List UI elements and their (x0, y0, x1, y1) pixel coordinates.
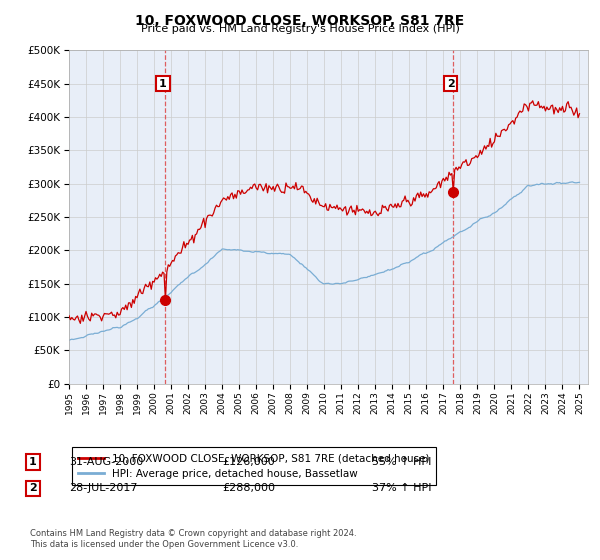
Text: 10, FOXWOOD CLOSE, WORKSOP, S81 7RE: 10, FOXWOOD CLOSE, WORKSOP, S81 7RE (136, 14, 464, 28)
Text: Price paid vs. HM Land Registry's House Price Index (HPI): Price paid vs. HM Land Registry's House … (140, 24, 460, 34)
Text: 55% ↑ HPI: 55% ↑ HPI (372, 457, 431, 467)
Text: £288,000: £288,000 (222, 483, 275, 493)
Text: 1: 1 (29, 457, 37, 467)
Text: 28-JUL-2017: 28-JUL-2017 (69, 483, 137, 493)
Text: 2: 2 (29, 483, 37, 493)
Text: 31-AUG-2000: 31-AUG-2000 (69, 457, 143, 467)
Text: Contains HM Land Registry data © Crown copyright and database right 2024.
This d: Contains HM Land Registry data © Crown c… (30, 529, 356, 549)
Text: 1: 1 (159, 79, 167, 88)
Text: £126,000: £126,000 (222, 457, 275, 467)
Text: 2: 2 (447, 79, 455, 88)
Legend: 10, FOXWOOD CLOSE, WORKSOP, S81 7RE (detached house), HPI: Average price, detach: 10, FOXWOOD CLOSE, WORKSOP, S81 7RE (det… (71, 447, 436, 485)
Text: 37% ↑ HPI: 37% ↑ HPI (372, 483, 431, 493)
